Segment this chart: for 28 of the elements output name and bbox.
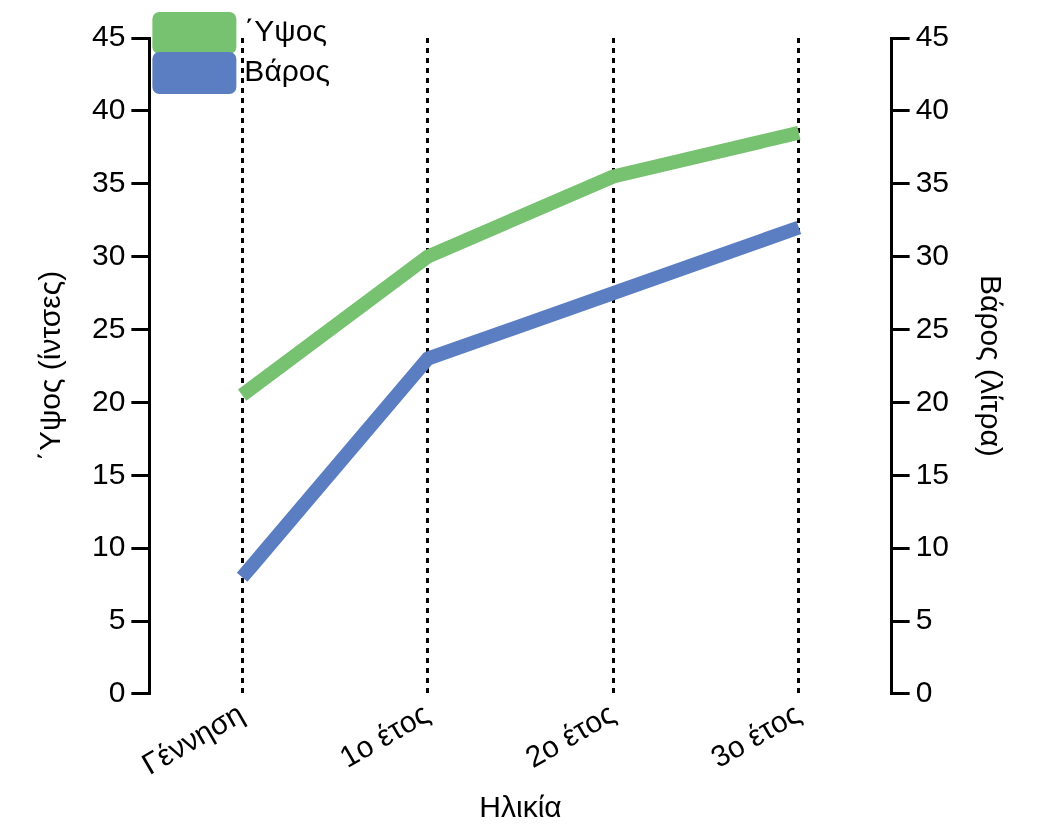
x-tick-label: 2ο έτος — [519, 696, 621, 774]
legend-label: Βάρος — [244, 54, 330, 88]
y-tick-label: 25 — [91, 310, 126, 344]
y2-tick-label: 5 — [915, 602, 933, 636]
y-tick-label: 35 — [91, 165, 126, 199]
y-tick-label: 30 — [91, 237, 126, 271]
y-tick-label: 40 — [91, 92, 126, 126]
y-tick-label: 15 — [91, 456, 126, 490]
x-tick-label: 3ο έτος — [704, 696, 806, 774]
x-axis-title: Ηλικία — [479, 790, 562, 824]
y2-tick-label: 0 — [915, 675, 933, 709]
y2-tick-label: 20 — [915, 383, 950, 417]
y2-tick-label: 45 — [915, 19, 950, 53]
y-tick-label: 0 — [108, 675, 126, 709]
x-tick-label: 1ο έτος — [333, 696, 435, 774]
y2-tick-label: 15 — [915, 456, 950, 490]
y2-tick-label: 25 — [915, 310, 950, 344]
y-tick-label: 10 — [91, 529, 126, 563]
y2-tick-label: 10 — [915, 529, 950, 563]
y-tick-label: 45 — [91, 19, 126, 53]
y2-tick-label: 40 — [915, 92, 950, 126]
y2-tick-label: 35 — [915, 165, 950, 199]
y-axis-title: ΄Υψος (ίντσες) — [33, 270, 67, 462]
y2-axis-title: Βάρος (λίτρα) — [974, 275, 1008, 457]
y-tick-label: 5 — [108, 602, 126, 636]
y-tick-label: 20 — [91, 383, 126, 417]
y2-tick-label: 30 — [915, 237, 950, 271]
legend-label: ΄Υψος — [244, 14, 327, 48]
